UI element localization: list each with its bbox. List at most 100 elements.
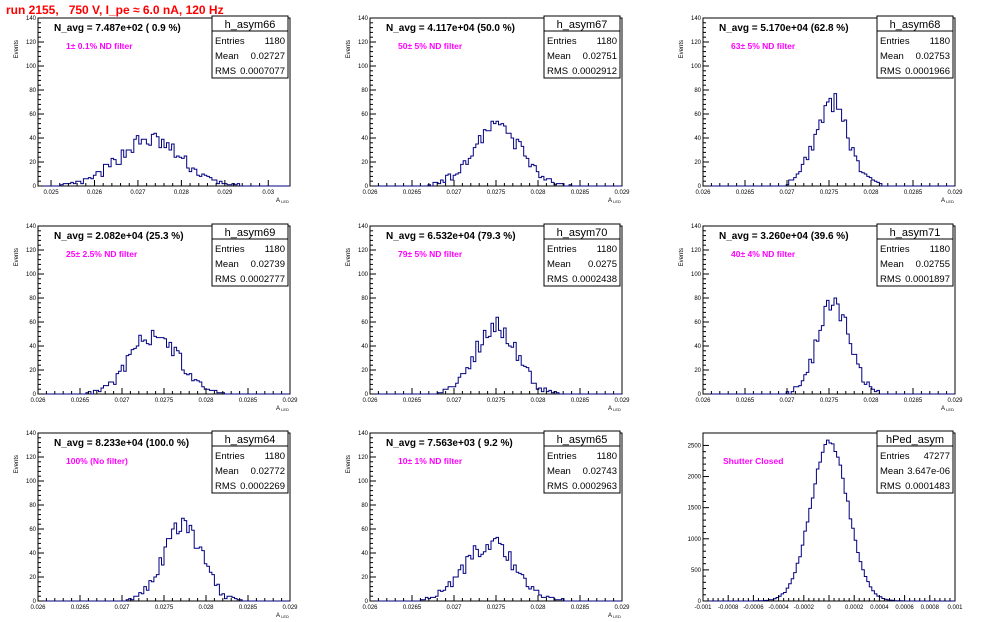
y-tick-label: 100: [26, 64, 37, 70]
x-tick-label: -0.0008: [718, 605, 739, 611]
x-tick-label: 0.026: [695, 398, 711, 404]
histogram-line: [370, 316, 622, 395]
y-tick-label: 80: [29, 503, 36, 509]
y-tick-label: 140: [26, 431, 37, 437]
y-tick-label: 120: [358, 248, 369, 254]
y-tick-label: 120: [26, 40, 37, 46]
x-tick-label: 0.027: [446, 190, 462, 196]
y-tick-label: 40: [361, 551, 368, 557]
stats-key: Mean: [215, 259, 239, 270]
x-tick-label: 0.0275: [487, 398, 506, 404]
stats-key: Mean: [880, 51, 904, 62]
y-tick-label: 140: [691, 224, 702, 230]
stats-value: 0.02772: [251, 466, 285, 477]
stats-value: 0.0002269: [240, 481, 285, 492]
x-tick-label: 0.027: [446, 398, 462, 404]
y-tick-label: 100: [691, 64, 702, 70]
histogram-panel-h_asym70: 0.026 0.0265 0.027 0.0275 0.028 0.0285 0.029 0 2…: [346, 223, 630, 412]
stats-value: 1180: [597, 451, 617, 462]
filter-annotation: 79± 5% ND filter: [398, 249, 463, 259]
histogram-panel-h_asym67: 0.026 0.0265 0.027 0.0275 0.028 0.0285 0.029 0 2…: [346, 15, 630, 204]
y-tick-label: 0: [698, 599, 702, 605]
histogram-panel-h_asym71: 0.026 0.0265 0.027 0.0275 0.028 0.0285 0.029 0 2…: [679, 223, 963, 412]
y-axis-title: Events: [14, 455, 20, 473]
y-tick-label: 60: [29, 112, 36, 118]
y-tick-label: 20: [29, 575, 36, 581]
stats-value: 3.647e-06: [907, 466, 950, 477]
x-tick-label: -0.0004: [768, 605, 789, 611]
stats-key: RMS: [880, 274, 901, 285]
x-tick-label: 0.027: [114, 398, 130, 404]
y-tick-label: 0: [698, 184, 702, 190]
x-axis-title: A LED: [608, 198, 621, 204]
stats-value: 0.0001897: [905, 274, 950, 285]
y-tick-label: 120: [691, 40, 702, 46]
x-tick-label: 0.0265: [71, 605, 90, 611]
stats-value: 0.02753: [916, 51, 950, 62]
stats-title: h_asym67: [557, 19, 608, 31]
y-axis-title: Events: [346, 40, 352, 58]
histogram-line: [38, 132, 290, 187]
stats-value: 0.02727: [251, 51, 285, 62]
x-tick-label: 0.028: [174, 190, 190, 196]
x-axis-title: A LED: [608, 406, 621, 412]
y-tick-label: 60: [361, 527, 368, 533]
stats-box: [543, 223, 621, 287]
stats-value: 0.0001483: [905, 481, 950, 492]
stats-title: h_asym69: [225, 227, 276, 239]
histogram-panel-h_asym64: 0.026 0.0265 0.027 0.0275 0.028 0.0285 0.029 0 2…: [14, 430, 298, 619]
stats-box: [543, 15, 621, 79]
stats-value: 0.0275: [588, 259, 617, 270]
filter-annotation: 50± 5% ND filter: [398, 41, 463, 51]
filter-annotation: 10± 1% ND filter: [398, 456, 463, 466]
y-tick-label: 80: [361, 296, 368, 302]
stats-key: Mean: [880, 259, 904, 270]
x-tick-label: 0.028: [863, 190, 879, 196]
x-tick-label: 0.0285: [239, 398, 258, 404]
x-tick-label: 0.029: [614, 190, 630, 196]
histogram-line: [370, 120, 622, 187]
x-axis-title: A LED: [941, 406, 954, 412]
x-tick-label: 0.0265: [71, 398, 90, 404]
stats-value: 0.02743: [583, 466, 617, 477]
y-tick-label: 20: [29, 160, 36, 166]
x-tick-label: 0.026: [362, 605, 378, 611]
stats-key: RMS: [880, 481, 901, 492]
y-tick-label: 20: [29, 368, 36, 374]
y-tick-label: 40: [694, 136, 701, 142]
x-axis-title: A LED: [941, 198, 954, 204]
x-tick-label: 0.026: [362, 398, 378, 404]
x-tick-label: 0.029: [614, 398, 630, 404]
x-tick-label: 0.029: [947, 398, 963, 404]
y-tick-label: 60: [361, 320, 368, 326]
stats-value: 0.0002777: [240, 274, 285, 285]
x-tick-label: 0.027: [779, 398, 795, 404]
stats-key: Mean: [215, 466, 239, 477]
y-tick-label: 80: [694, 296, 701, 302]
x-tick-label: 0.027: [779, 190, 795, 196]
y-tick-label: 100: [358, 272, 369, 278]
stats-value: 0.02751: [583, 51, 617, 62]
x-tick-label: 0.026: [30, 605, 46, 611]
navg-label: N_avg = 8.233e+04 (100.0 %): [54, 438, 189, 449]
histogram-panel-h_asym69: 0.026 0.0265 0.027 0.0275 0.028 0.0285 0.029 0 2…: [14, 223, 298, 412]
histogram-panel-h_asym66: 0.025 0.026 0.027 0.028 0.029 0.03 0 20 40 60 80 10…: [14, 15, 291, 204]
navg-label: N_avg = 5.170e+04 (62.8 %): [719, 23, 849, 34]
y-tick-label: 140: [26, 224, 37, 230]
x-tick-label: 0.0275: [155, 398, 174, 404]
stats-key: Entries: [547, 36, 577, 47]
navg-label: N_avg = 3.260e+04 (39.6 %): [719, 231, 849, 242]
x-tick-label: 0.0004: [870, 605, 889, 611]
navg-label: N_avg = 7.563e+03 ( 9.2 %): [386, 438, 513, 449]
x-axis-title: A LED: [608, 613, 621, 619]
y-tick-label: 40: [29, 136, 36, 142]
y-tick-label: 100: [358, 479, 369, 485]
x-tick-label: 0.0275: [487, 605, 506, 611]
y-axis-title: Events: [346, 248, 352, 266]
navg-label: N_avg = 2.082e+04 (25.3 %): [54, 231, 184, 242]
stats-key: Entries: [547, 451, 577, 462]
stats-value: 0.0007077: [240, 66, 285, 77]
x-tick-label: -0.0006: [743, 605, 764, 611]
y-tick-label: 2500: [688, 443, 702, 449]
y-tick-label: 1500: [688, 506, 702, 512]
